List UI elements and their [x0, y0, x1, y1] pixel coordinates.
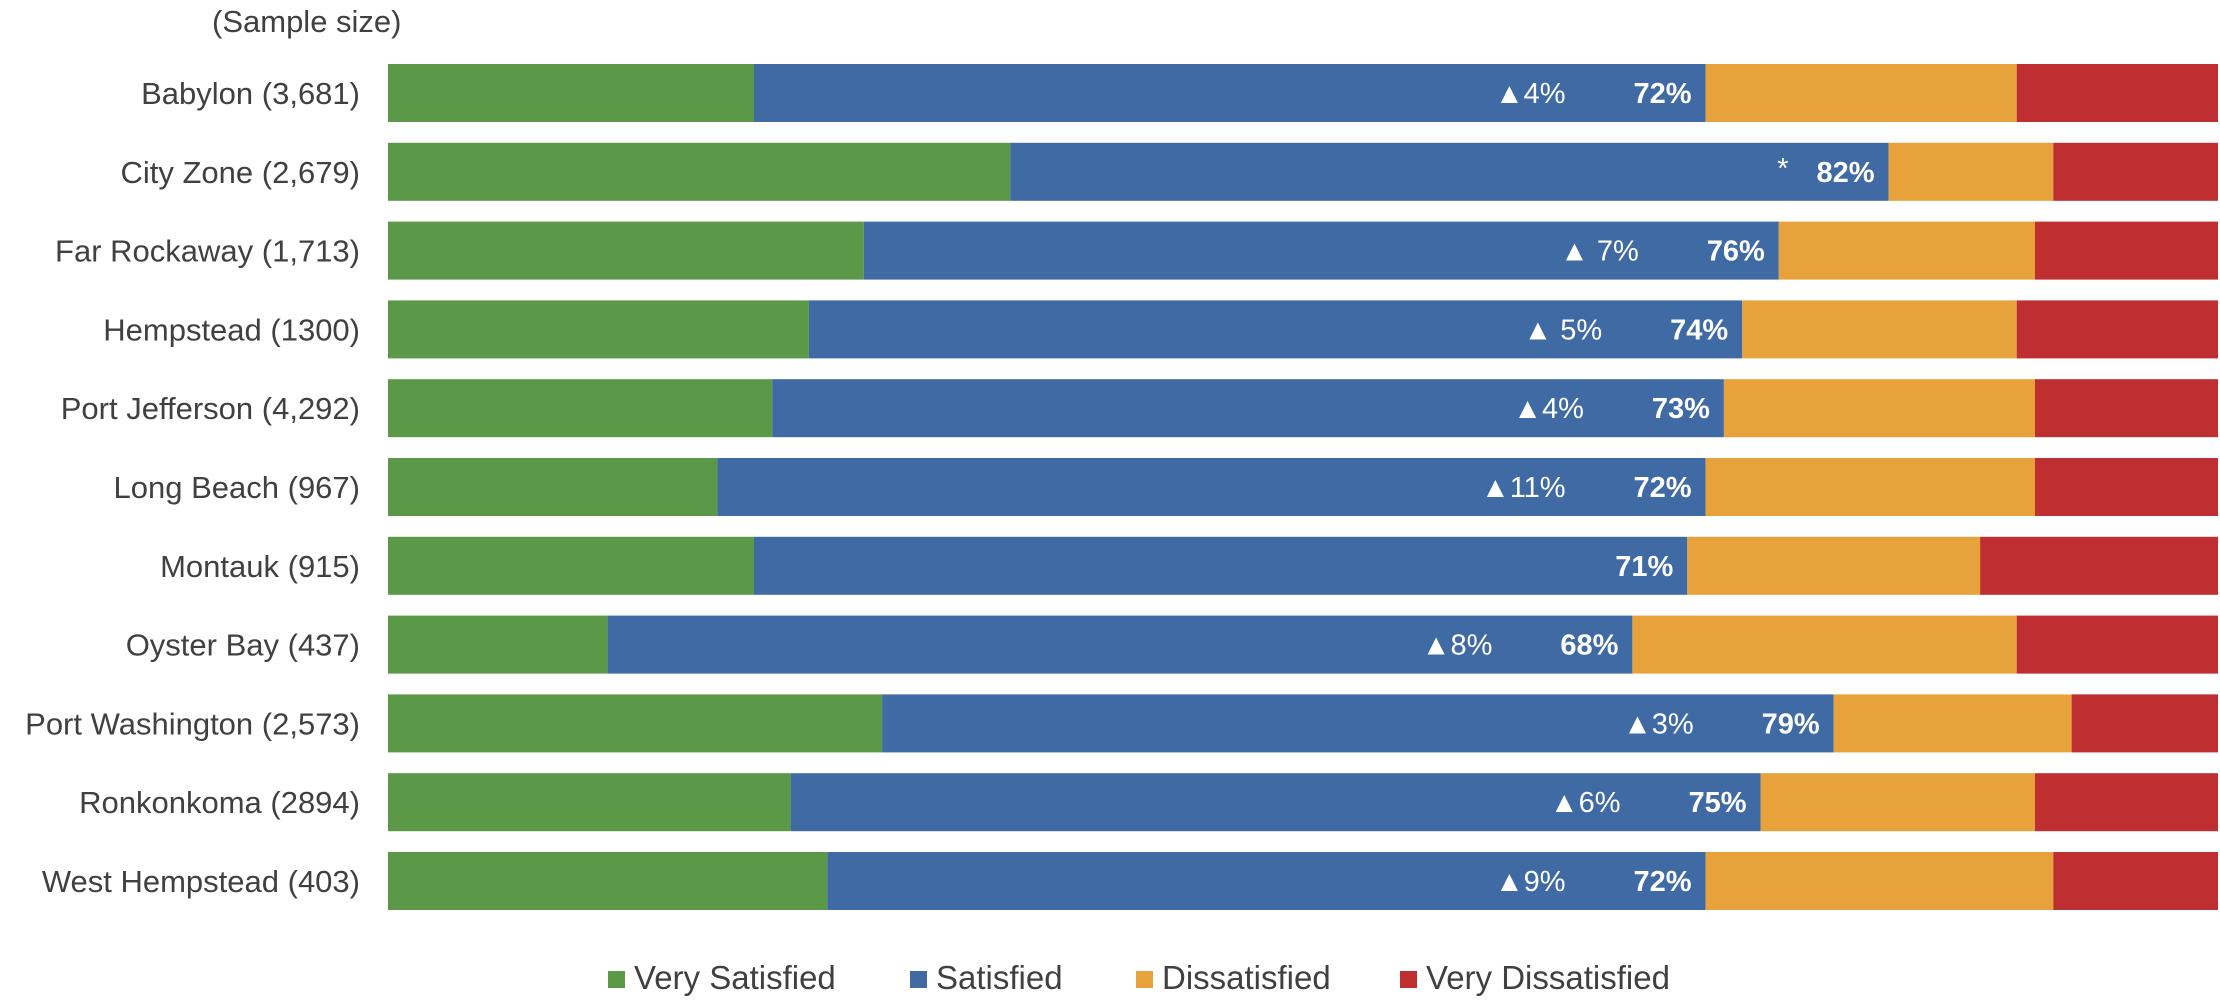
bar-montauk-satisfied — [754, 536, 1688, 595]
legend-swatch-very-satisfied — [608, 971, 625, 988]
bar-oyster-bay-very-dissatisfied — [2016, 615, 2218, 674]
total-label-babylon: 72% — [1634, 78, 1692, 110]
legend-label-very-satisfied: Very Satisfied — [634, 959, 836, 996]
total-label-ronkonkoma: 75% — [1688, 787, 1746, 819]
total-label-west-hempstead: 72% — [1634, 866, 1692, 898]
legend-swatch-satisfied — [910, 971, 927, 988]
legend-label-satisfied: Satisfied — [936, 959, 1063, 996]
bar-long-beach-very-dissatisfied — [2035, 458, 2218, 516]
category-label-montauk: Montauk (915) — [160, 549, 360, 584]
bar-long-beach-very-satisfied — [388, 458, 718, 516]
category-label-west-hempstead: West Hempstead (403) — [42, 864, 360, 899]
change-label-hempstead: ▲ 5% — [1524, 314, 1603, 346]
bar-hempstead-very-satisfied — [388, 300, 809, 359]
bar-hempstead-dissatisfied — [1742, 300, 2017, 359]
bar-montauk-dissatisfied — [1687, 536, 1981, 595]
change-label-far-rockaway: ▲ 7% — [1560, 236, 1639, 268]
category-label-hempstead: Hempstead (1300) — [103, 312, 360, 347]
bar-hempstead-very-dissatisfied — [2016, 300, 2218, 359]
bar-babylon-dissatisfied — [1705, 64, 2017, 122]
bar-port-washington-satisfied — [882, 694, 1834, 753]
legend-swatch-very-dissatisfied — [1400, 971, 1417, 988]
bar-west-hempstead-very-dissatisfied — [2053, 852, 2218, 910]
legend-label-dissatisfied: Dissatisfied — [1162, 959, 1331, 996]
bar-long-beach-satisfied — [717, 458, 1706, 516]
bar-port-jefferson-dissatisfied — [1723, 379, 2035, 438]
bar-babylon-very-satisfied — [388, 64, 754, 122]
legend-label-very-dissatisfied: Very Dissatisfied — [1426, 959, 1670, 996]
total-label-port-washington: 79% — [1762, 708, 1820, 740]
total-label-port-jefferson: 73% — [1652, 393, 1710, 425]
bar-far-rockaway-very-dissatisfied — [2035, 221, 2218, 280]
bar-montauk-very-dissatisfied — [1980, 536, 2218, 595]
category-label-long-beach: Long Beach (967) — [114, 470, 360, 505]
change-label-babylon: ▲4% — [1495, 78, 1566, 110]
change-label-city-zone: * — [1777, 153, 1788, 185]
bar-west-hempstead-dissatisfied — [1705, 852, 2054, 910]
bar-port-jefferson-very-satisfied — [388, 379, 773, 438]
bar-ronkonkoma-dissatisfied — [1760, 773, 2035, 832]
category-labels: Babylon (3,681) City Zone (2,679) Far Rock… — [25, 76, 360, 899]
bar-long-beach-dissatisfied — [1705, 458, 2035, 516]
bars — [388, 64, 2218, 910]
change-label-long-beach: ▲11% — [1481, 472, 1566, 504]
bar-oyster-bay-satisfied — [607, 615, 1633, 674]
bar-montauk-very-satisfied — [388, 536, 754, 595]
total-label-oyster-bay: 68% — [1560, 630, 1618, 662]
total-label-long-beach: 72% — [1634, 472, 1692, 504]
bar-port-washington-very-satisfied — [388, 694, 883, 753]
bar-port-washington-dissatisfied — [1833, 694, 2072, 753]
bar-west-hempstead-satisfied — [827, 852, 1706, 910]
bar-city-zone-satisfied — [1010, 142, 1889, 201]
category-label-babylon: Babylon (3,681) — [141, 76, 360, 111]
category-label-far-rockaway: Far Rockaway (1,713) — [55, 234, 360, 269]
bar-far-rockaway-dissatisfied — [1778, 221, 2035, 280]
category-label-port-jefferson: Port Jefferson (4,292) — [61, 391, 360, 426]
bar-far-rockaway-very-satisfied — [388, 221, 864, 280]
bar-ronkonkoma-very-satisfied — [388, 773, 791, 832]
change-label-west-hempstead: ▲9% — [1495, 866, 1566, 898]
total-label-montauk: 71% — [1615, 551, 1673, 583]
bar-ronkonkoma-very-dissatisfied — [2035, 773, 2218, 832]
category-label-port-washington: Port Washington (2,573) — [25, 706, 360, 741]
bar-port-jefferson-satisfied — [772, 379, 1724, 438]
legend: Very Satisfied Satisfied Dissatisfied Very … — [608, 959, 1670, 996]
bar-port-jefferson-very-dissatisfied — [2035, 379, 2218, 438]
total-label-far-rockaway: 76% — [1707, 236, 1765, 268]
bar-ronkonkoma-satisfied — [790, 773, 1761, 832]
change-label-port-jefferson: ▲4% — [1513, 393, 1584, 425]
bar-city-zone-dissatisfied — [1888, 142, 2054, 201]
change-label-ronkonkoma: ▲6% — [1550, 787, 1621, 819]
bar-annotations: 72% ▲4% 82% * 76% ▲ 7% 74% ▲ 5% 73% ▲4% 72% ▲11% 71%… — [1422, 78, 1875, 898]
bar-oyster-bay-dissatisfied — [1632, 615, 2017, 674]
total-label-hempstead: 74% — [1670, 314, 1728, 346]
bar-city-zone-very-dissatisfied — [2053, 142, 2218, 201]
bar-hempstead-satisfied — [808, 300, 1743, 359]
bar-city-zone-very-satisfied — [388, 142, 1011, 201]
change-label-port-washington: ▲3% — [1623, 708, 1694, 740]
bar-oyster-bay-very-satisfied — [388, 615, 608, 674]
bar-far-rockaway-satisfied — [863, 221, 1779, 280]
category-label-ronkonkoma: Ronkonkoma (2894) — [79, 785, 360, 820]
legend-swatch-dissatisfied — [1136, 971, 1153, 988]
category-label-oyster-bay: Oyster Bay (437) — [126, 628, 360, 663]
category-label-city-zone: City Zone (2,679) — [121, 155, 361, 190]
bar-port-washington-very-dissatisfied — [2071, 694, 2218, 753]
total-label-city-zone: 82% — [1817, 157, 1875, 189]
bar-west-hempstead-very-satisfied — [388, 852, 828, 910]
sample-size-title: (Sample size) — [212, 4, 402, 39]
change-label-oyster-bay: ▲8% — [1422, 630, 1493, 662]
bar-babylon-satisfied — [754, 64, 1706, 122]
bar-babylon-very-dissatisfied — [2016, 64, 2218, 122]
